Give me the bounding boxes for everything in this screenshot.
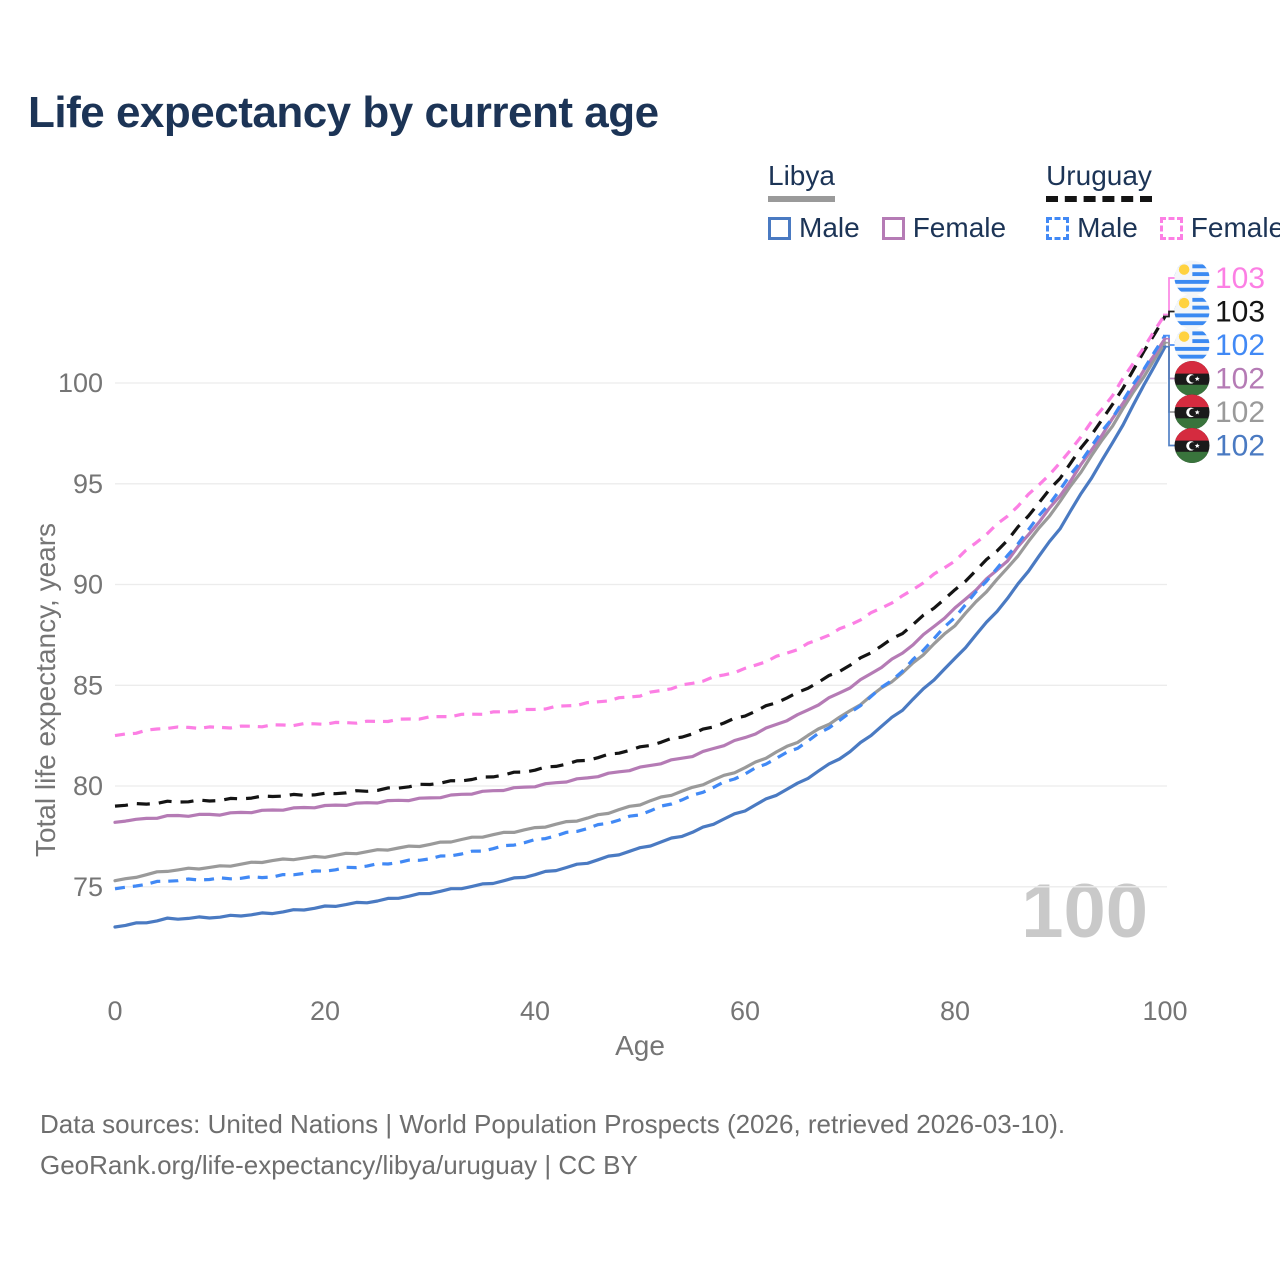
- uruguay-flag-icon: [1174, 294, 1210, 329]
- series-line: [113, 337, 1167, 824]
- libya-flag-icon: [1174, 394, 1210, 430]
- y-tick-label: 75: [73, 872, 103, 902]
- end-value-label: 103: [1215, 262, 1265, 295]
- x-tick-label: 0: [107, 996, 122, 1026]
- legend-item-libya-male[interactable]: Male: [768, 212, 860, 244]
- legend-country-uruguay[interactable]: Uruguay: [1046, 160, 1280, 202]
- end-value-label: 102: [1215, 430, 1265, 463]
- legend-item-uruguay-male[interactable]: Male: [1046, 212, 1138, 244]
- footer: Data sources: United Nations | World Pop…: [40, 1104, 1065, 1186]
- leader-line: [1163, 277, 1177, 316]
- chart-legend: Libya Male Female Uruguay Male: [768, 160, 1280, 244]
- end-value-label: 102: [1215, 329, 1265, 362]
- series-line: [114, 313, 1167, 738]
- uruguay-female-swatch: [1159, 216, 1183, 240]
- legend-item-libya-female[interactable]: Female: [881, 212, 1006, 244]
- leader-line: [1163, 345, 1177, 447]
- age-counter-watermark: 100: [1021, 869, 1148, 954]
- libya-flag-icon: [1174, 361, 1210, 396]
- uruguay-flag-icon: [1174, 260, 1210, 296]
- end-value-label: 103: [1215, 296, 1265, 329]
- x-axis-title: Age: [615, 1030, 665, 1061]
- x-tick-label: 60: [730, 996, 760, 1026]
- legend-country-libya[interactable]: Libya: [768, 160, 1006, 202]
- libya-flag-icon: [1174, 428, 1210, 463]
- x-tick-label: 80: [940, 996, 970, 1026]
- legend-group-uruguay: Uruguay Male Female: [1046, 160, 1280, 244]
- legend-item-uruguay-female[interactable]: Female: [1159, 212, 1280, 244]
- libya-male-swatch: [768, 216, 791, 240]
- footer-sources: Data sources: United Nations | World Pop…: [40, 1109, 1066, 1139]
- leader-line: [1163, 310, 1177, 318]
- legend-group-libya: Libya Male Female: [768, 160, 1006, 244]
- series-line: [113, 345, 1167, 929]
- y-axis-title: Total life expectancy, years: [30, 522, 61, 858]
- y-tick-label: 80: [73, 771, 103, 801]
- uruguay-male-swatch: [1046, 216, 1070, 240]
- x-tick-label: 100: [1142, 996, 1187, 1026]
- y-tick-label: 95: [73, 469, 103, 499]
- y-tick-label: 90: [73, 570, 103, 600]
- page-title: Life expectancy by current age: [28, 88, 659, 137]
- x-tick-label: 20: [310, 996, 340, 1026]
- y-tick-label: 100: [58, 368, 103, 398]
- uruguay-flag-icon: [1174, 327, 1210, 363]
- end-value-label: 102: [1215, 363, 1265, 396]
- y-tick-label: 85: [73, 670, 103, 700]
- x-tick-label: 40: [520, 996, 550, 1026]
- footer-link: GeoRank.org/life-expectancy/libya/urugua…: [40, 1150, 638, 1180]
- end-value-label: 102: [1215, 396, 1265, 429]
- series-line: [114, 315, 1167, 808]
- series-line: [113, 341, 1167, 883]
- libya-female-swatch: [881, 216, 905, 240]
